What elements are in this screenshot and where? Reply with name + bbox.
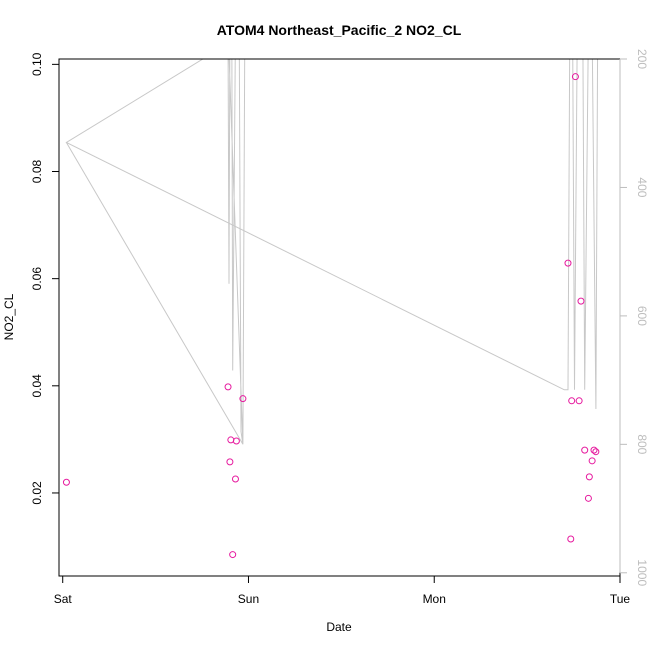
data-point <box>231 475 239 483</box>
data-point <box>567 535 575 543</box>
y-axis-label: NO2_CL <box>2 293 16 340</box>
data-point <box>564 259 572 267</box>
data-point <box>224 383 232 391</box>
data-point <box>239 395 247 403</box>
data-point <box>571 73 579 81</box>
data-point <box>62 478 70 486</box>
data-point <box>575 397 583 405</box>
secondary-series-line <box>65 59 599 445</box>
data-point <box>577 297 585 305</box>
x-tick-label: Tue <box>610 592 631 606</box>
x-tick-label: Sat <box>54 592 73 606</box>
x-axis-label: Date <box>326 620 352 634</box>
data-point <box>592 448 600 456</box>
plot-frame <box>58 58 621 577</box>
data-point <box>232 437 240 445</box>
secondary-series-layer <box>65 59 599 445</box>
y2-tick-label: 200 <box>635 49 649 69</box>
data-point <box>568 397 576 405</box>
chart-title: ATOM4 Northeast_Pacific_2 NO2_CL <box>217 22 462 38</box>
y2-tick-label: 400 <box>635 177 649 197</box>
data-point <box>585 473 593 481</box>
y-tick-label: 0.06 <box>30 267 44 291</box>
points-layer <box>62 73 600 559</box>
data-point <box>588 457 596 465</box>
x-tick-label: Sun <box>238 592 259 606</box>
y-tick-label: 0.10 <box>30 52 44 76</box>
data-point <box>227 436 235 444</box>
y-axis-right: 200 400 600 800 1000 <box>619 49 649 586</box>
data-point <box>581 446 589 454</box>
y2-tick-label: 600 <box>635 306 649 326</box>
data-point <box>226 458 234 466</box>
y-tick-label: 0.04 <box>30 374 44 398</box>
y-axis-left: 0.02 0.04 0.06 0.08 0.10 <box>30 52 60 505</box>
y-tick-label: 0.02 <box>30 481 44 505</box>
x-tick-label: Mon <box>423 592 446 606</box>
data-point <box>229 551 237 559</box>
y-tick-label: 0.08 <box>30 160 44 184</box>
y2-tick-label: 1000 <box>635 559 649 586</box>
data-point <box>584 494 592 502</box>
data-point <box>590 446 598 454</box>
x-axis: Sat Sun Mon Tue <box>54 575 631 606</box>
y2-tick-label: 800 <box>635 434 649 454</box>
